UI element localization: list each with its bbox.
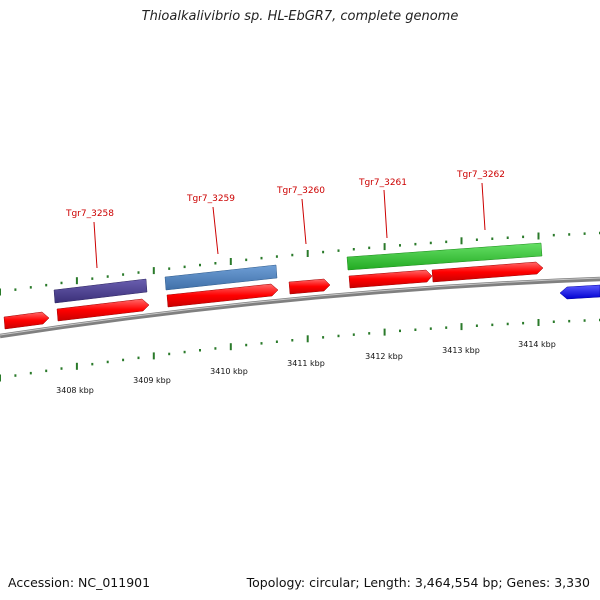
- cds-arrow[interactable]: [288, 278, 331, 295]
- kbp-tick-label: 3414 kbp: [518, 340, 556, 349]
- gene-label-tgr7-3260[interactable]: Tgr7_3260: [276, 186, 325, 196]
- kbp-tick-label: 3412 kbp: [365, 352, 403, 361]
- genome-backbone: [0, 276, 600, 339]
- gene-label-leader: [212, 206, 219, 255]
- accession-text: Accession: NC_011901: [8, 575, 151, 590]
- cds-arrow[interactable]: [166, 283, 279, 308]
- kbp-tick-label: 3408 kbp: [56, 386, 94, 395]
- feature-purple[interactable]: [53, 278, 148, 304]
- gene-label-leader: [481, 182, 486, 231]
- kbp-tick-label: 3413 kbp: [442, 346, 480, 355]
- map-title: Thioalkalivibrio sp. HL-EbGR7, complete …: [141, 9, 459, 24]
- gene-label-leader: [301, 198, 307, 245]
- gene-label-leader: [383, 189, 388, 239]
- feature-steelblue[interactable]: [164, 264, 278, 291]
- genome-summary-text: Topology: circular; Length: 3,464,554 bp…: [246, 575, 590, 590]
- cds-arrow[interactable]: [3, 311, 50, 330]
- cds-arrow[interactable]: [348, 269, 433, 289]
- gene-label-tgr7-3258[interactable]: Tgr7_3258: [65, 209, 114, 219]
- kbp-tick-label: 3411 kbp: [287, 359, 325, 368]
- feature-green[interactable]: [346, 242, 543, 271]
- gene-label-tgr7-3261[interactable]: Tgr7_3261: [358, 178, 407, 188]
- cds-arrow[interactable]: [431, 261, 544, 283]
- gene-label-leader: [93, 221, 98, 269]
- kbp-tick-label: 3410 kbp: [210, 367, 248, 376]
- cds-arrow-reverse[interactable]: [559, 284, 600, 300]
- inner-tick-ring: [0, 318, 600, 382]
- gene-label-tgr7-3259[interactable]: Tgr7_3259: [186, 194, 235, 204]
- genome-backbone-highlight: [0, 277, 600, 336]
- kbp-tick-label: 3409 kbp: [133, 376, 171, 385]
- outer-tick-ring: [0, 231, 600, 296]
- cds-arrow[interactable]: [56, 298, 150, 322]
- gene-label-tgr7-3262[interactable]: Tgr7_3262: [456, 170, 505, 180]
